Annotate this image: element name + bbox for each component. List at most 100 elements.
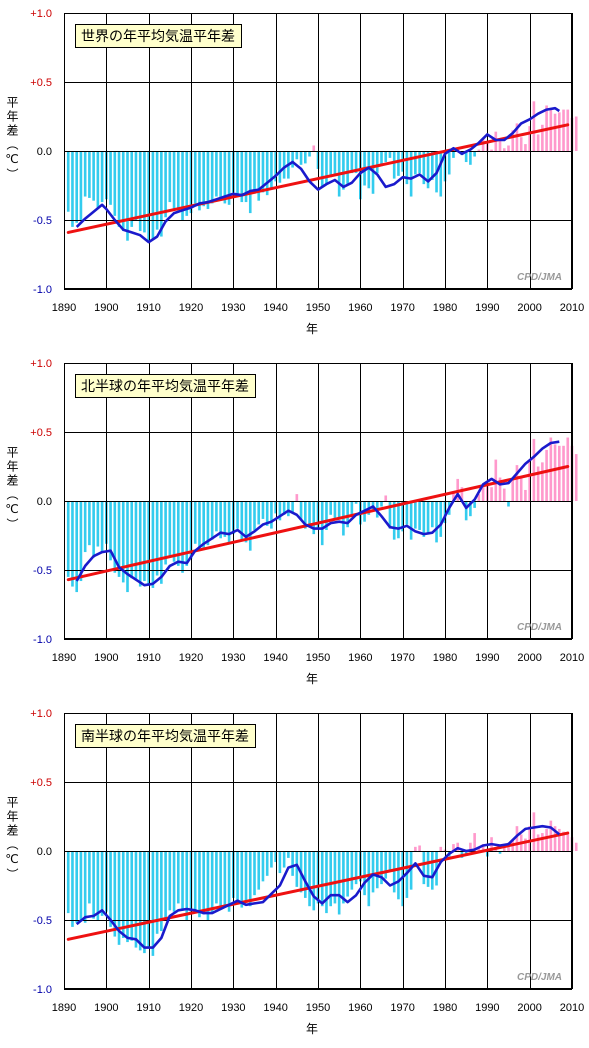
bar — [303, 151, 307, 164]
bar — [219, 151, 222, 200]
bar — [380, 851, 383, 885]
bar — [380, 151, 383, 167]
bar — [160, 501, 163, 584]
x-tick-label: 1960 — [348, 1002, 372, 1014]
bar — [312, 145, 316, 151]
chart-title-box — [75, 374, 256, 398]
bar — [511, 130, 515, 151]
bar — [176, 501, 180, 566]
plot-border — [64, 13, 572, 289]
bar — [502, 488, 506, 501]
bar — [223, 151, 227, 204]
bar — [291, 851, 294, 876]
bar — [329, 501, 333, 515]
bar — [147, 151, 150, 241]
trend-line — [66, 465, 570, 582]
bar — [541, 124, 544, 151]
bar — [96, 151, 100, 208]
bar — [346, 501, 349, 528]
x-tick-label: 1900 — [94, 302, 118, 314]
bar — [185, 501, 189, 566]
bar — [193, 151, 197, 204]
bar — [350, 851, 354, 890]
bar — [257, 501, 261, 525]
bar — [498, 851, 502, 854]
bar — [134, 501, 138, 580]
bar — [151, 501, 155, 588]
bar — [206, 151, 210, 209]
bar — [409, 151, 413, 197]
bar — [325, 851, 328, 914]
bar — [519, 477, 523, 501]
bar — [248, 501, 252, 551]
bar — [333, 501, 337, 519]
bar — [253, 151, 256, 194]
bar — [452, 844, 455, 851]
bar — [375, 151, 379, 174]
x-tick-label: 2000 — [517, 1002, 541, 1014]
bar — [574, 454, 578, 501]
bar — [206, 501, 210, 546]
bar — [257, 151, 261, 201]
bar — [278, 851, 282, 874]
x-tick-label: 1960 — [348, 302, 372, 314]
bar — [210, 151, 214, 204]
x-tick-label: 1980 — [433, 1002, 457, 1014]
y-axis-label: 平年差（℃） — [5, 446, 19, 532]
x-tick-label: 1930 — [221, 302, 245, 314]
plot-border — [64, 713, 572, 989]
x-tick-label: 1920 — [179, 302, 203, 314]
bar — [303, 501, 307, 529]
trend-line — [66, 831, 570, 941]
credit-label: CPD/JMA — [517, 272, 562, 283]
bar — [507, 145, 510, 151]
bar — [240, 151, 244, 203]
bar — [215, 851, 218, 904]
bar — [151, 851, 155, 956]
bar — [130, 851, 134, 941]
bar — [143, 851, 146, 954]
bar — [109, 851, 112, 927]
bar — [388, 151, 392, 158]
credit-label: CPD/JMA — [517, 972, 562, 983]
bar — [490, 487, 493, 501]
bar — [473, 833, 476, 851]
bar — [536, 134, 540, 151]
bar — [83, 851, 87, 923]
bar — [414, 501, 417, 529]
y-tick-label: +0.5 — [30, 427, 52, 439]
bar — [342, 151, 345, 190]
bar — [168, 151, 172, 203]
bar — [160, 851, 163, 932]
bar — [71, 501, 74, 587]
bar — [248, 851, 252, 907]
bar — [79, 151, 83, 220]
bar — [168, 851, 172, 911]
bar — [147, 851, 150, 948]
bar — [121, 851, 125, 938]
bar — [164, 851, 167, 920]
bar — [452, 151, 455, 158]
y-tick-label: +1.0 — [30, 8, 52, 20]
y-tick-label: -0.5 — [33, 915, 52, 927]
bar — [477, 149, 481, 151]
bar — [532, 438, 536, 501]
bar — [439, 151, 443, 197]
plot-border — [64, 363, 572, 639]
x-tick-label: 1910 — [136, 302, 160, 314]
bar — [557, 828, 561, 851]
bar — [227, 851, 231, 912]
bar — [219, 851, 222, 909]
bar — [519, 137, 523, 151]
bar — [515, 826, 519, 851]
bar — [172, 151, 176, 209]
bar — [240, 851, 244, 908]
y-tick-label: -1.0 — [33, 984, 52, 996]
y-tick-label: -0.5 — [33, 215, 52, 227]
x-tick-label: 1990 — [475, 302, 499, 314]
x-tick-label: 1890 — [52, 1002, 76, 1014]
trend-line — [66, 123, 570, 234]
bar — [193, 851, 197, 914]
bar — [397, 851, 400, 900]
bar — [236, 501, 239, 529]
